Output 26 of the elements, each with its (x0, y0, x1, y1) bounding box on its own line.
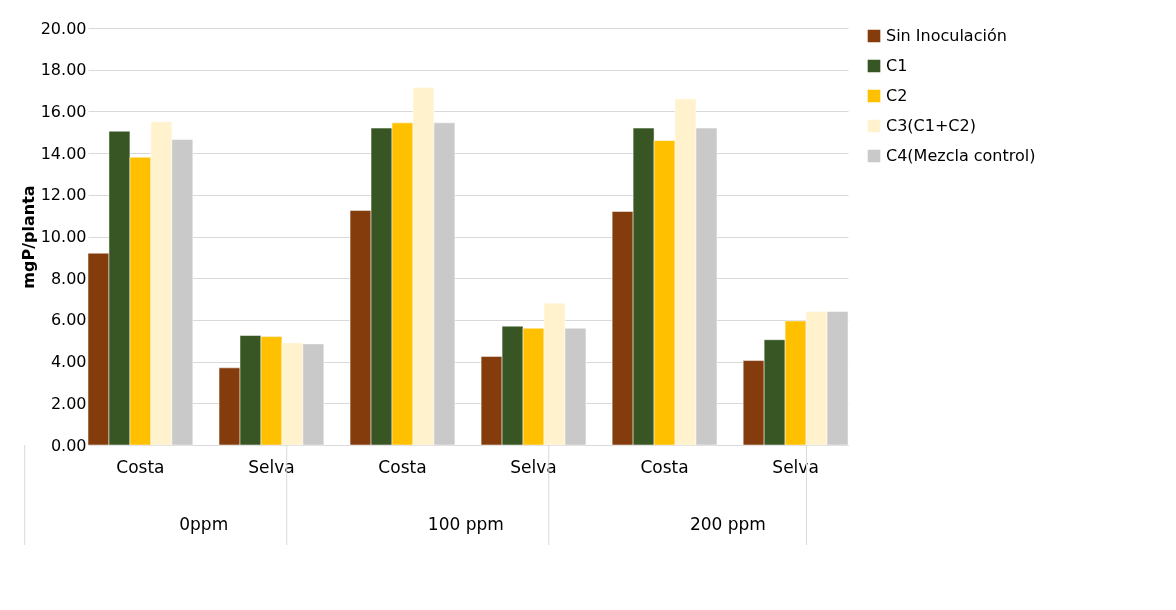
text: 0ppm (179, 514, 229, 534)
x-tick-label: Selva (772, 456, 819, 477)
text: 200 ppm (689, 514, 766, 534)
y-axis-title: mgP/planta (18, 185, 38, 289)
x-tick-label: Costa (116, 456, 165, 477)
y-tick-label: 8.00 (50, 268, 87, 288)
legend-label: C3(C1+C2) (886, 116, 976, 135)
y-tick-label: 16.00 (40, 101, 87, 121)
x-tick-label: Selva (248, 456, 295, 477)
legend-label: Sin Inoculación (886, 26, 1007, 45)
legend-label: C1 (886, 56, 908, 75)
x-tick-label: Costa (378, 456, 427, 477)
y-tick-label: 6.00 (50, 310, 87, 330)
x-tick-label: Costa (640, 456, 689, 477)
y-tick-label: 4.00 (50, 352, 87, 372)
x-tick-label: Selva (510, 456, 557, 477)
legend-label: C4(Mezcla control) (886, 146, 1036, 165)
text: 100 ppm (427, 514, 504, 534)
legend-label: C2 (886, 86, 908, 105)
y-tick-label: 10.00 (40, 227, 87, 246)
y-tick-label: 12.00 (40, 185, 87, 205)
y-tick-label: 0.00 (50, 435, 87, 455)
y-tick-label: 14.00 (40, 143, 87, 163)
y-tick-label: 20.00 (40, 18, 87, 38)
y-tick-label: 2.00 (50, 393, 87, 413)
y-tick-label: 18.00 (40, 60, 87, 80)
